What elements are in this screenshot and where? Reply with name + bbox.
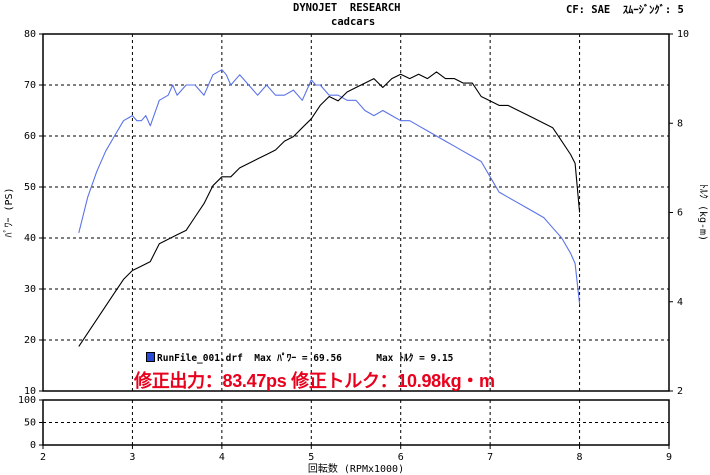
corrected-output-annotation: 修正出力：83.47ps 修正トルク：10.98kg・m [134, 371, 495, 391]
x-tick-label: 9 [666, 452, 672, 463]
x-tick-label: 7 [487, 452, 493, 463]
chart-title: DYNOJET RESEARCH [293, 2, 401, 14]
x-tick-label: 4 [219, 452, 225, 463]
lower-tick-label: 50 [24, 418, 36, 429]
x-axis-label: 回転数 (RPMx1000) [308, 462, 404, 475]
y-left-tick-label: 30 [24, 284, 36, 295]
max-torque-label: Max ﾄﾙｸ = 9.15 [376, 353, 454, 364]
run-file-label: RunFile_001.drf [157, 353, 243, 364]
y-left-tick-label: 50 [24, 182, 36, 193]
y-left-tick-label: 10 [24, 386, 36, 397]
chart-subtitle: cadcars [331, 16, 376, 28]
file-icon [146, 352, 155, 362]
y-right-tick-label: 8 [677, 118, 683, 129]
y-left-tick-label: 40 [24, 233, 36, 244]
x-tick-label: 5 [308, 452, 314, 463]
y-left-tick-label: 20 [24, 335, 36, 346]
max-power-label: Max ﾊﾟﾜｰ = 69.56 [254, 353, 342, 364]
y-right-tick-label: 2 [677, 386, 683, 397]
y-left-tick-label: 60 [24, 131, 36, 142]
y-right-tick-label: 4 [677, 297, 683, 308]
y-right-tick-label: 10 [677, 29, 689, 40]
x-tick-label: 8 [577, 452, 583, 463]
power-series-line [78, 69, 581, 305]
settings-label: CF: SAE ｽﾑｰｼﾞﾝｸﾞ: 5 [566, 4, 684, 16]
run-info: RunFile_001.drf Max ﾊﾟﾜｰ = 69.56 Max ﾄﾙｸ… [146, 350, 453, 364]
x-tick-label: 2 [40, 452, 46, 463]
y-left-tick-label: 80 [24, 29, 36, 40]
x-tick-label: 6 [398, 452, 404, 463]
x-tick-label: 3 [129, 452, 135, 463]
torque-series-line [78, 71, 581, 347]
lower-tick-label: 0 [30, 440, 36, 451]
y-left-axis-label: ﾊﾟﾜｰ (PS) [3, 187, 15, 237]
lower-tick-label: 100 [18, 395, 36, 406]
y-right-axis-label: ﾄﾙｸ (kg-m) [697, 184, 709, 241]
y-left-tick-label: 70 [24, 80, 36, 91]
y-right-tick-label: 6 [677, 208, 683, 219]
